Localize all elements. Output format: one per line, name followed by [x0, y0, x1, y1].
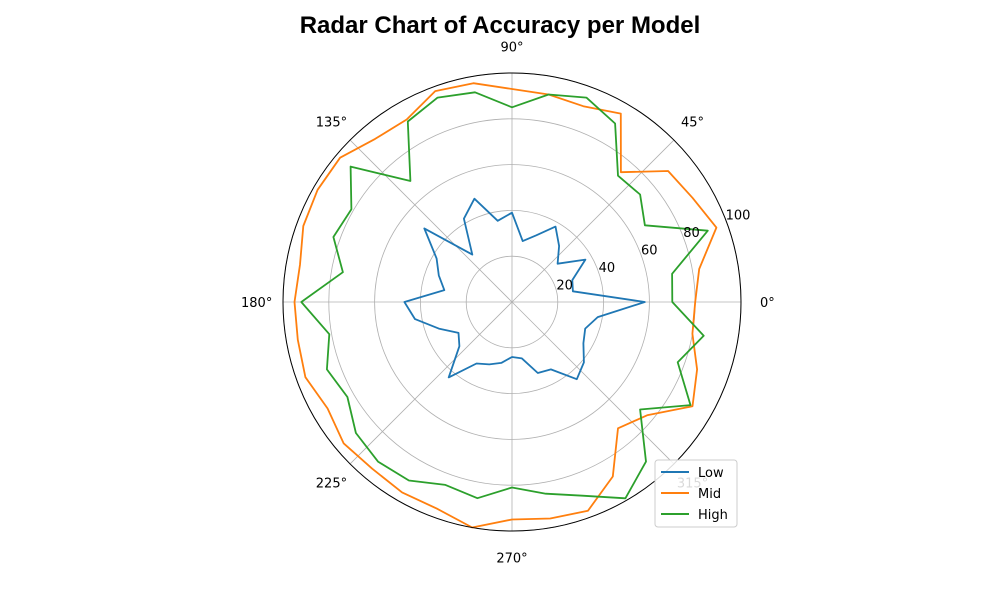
angle-tick-label: 135°	[316, 115, 347, 130]
series-line-high	[300, 91, 709, 500]
outer-frame	[282, 72, 742, 532]
radial-tick-label: 100	[726, 208, 751, 223]
angle-tick-label: 180°	[241, 296, 272, 311]
chart-title: Radar Chart of Accuracy per Model	[299, 12, 701, 39]
grid-spoke-135	[349, 139, 513, 303]
radial-tick-label: 80	[683, 226, 700, 241]
angle-tick-label: 0°	[760, 296, 775, 311]
radial-tick-label: 40	[599, 261, 616, 276]
angle-tick-label: 225°	[316, 477, 347, 492]
grid-spoke-45	[511, 139, 675, 303]
angle-tick-label: 90°	[500, 41, 523, 56]
grid-spoke-225	[349, 301, 513, 465]
series-layer	[293, 82, 718, 529]
legend-label-mid: Mid	[698, 487, 721, 502]
angle-tick-label: 270°	[496, 551, 527, 566]
angle-tick-label: 45°	[681, 115, 704, 130]
radial-tick-label: 20	[556, 278, 573, 293]
series-line-mid	[293, 82, 718, 529]
legend: Low Mid High	[654, 459, 738, 528]
radial-tick-label: 60	[641, 243, 658, 258]
grid-spoke-315	[511, 301, 675, 465]
legend-box	[654, 459, 738, 528]
legend-label-low: Low	[698, 466, 724, 481]
legend-label-high: High	[698, 508, 728, 523]
series-line-low	[403, 197, 646, 381]
